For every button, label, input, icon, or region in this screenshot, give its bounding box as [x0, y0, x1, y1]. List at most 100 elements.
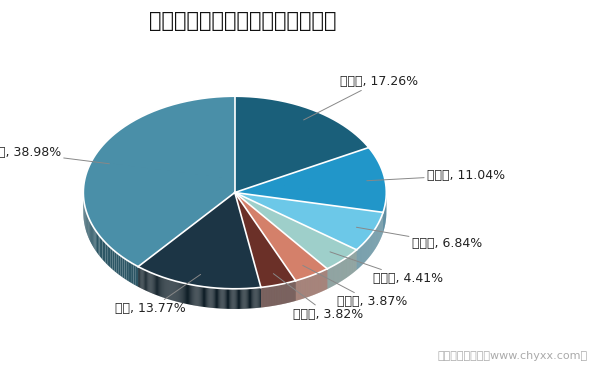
Polygon shape	[154, 274, 155, 294]
Polygon shape	[139, 267, 140, 288]
Polygon shape	[225, 289, 226, 309]
Polygon shape	[138, 267, 139, 287]
Polygon shape	[227, 289, 228, 309]
Polygon shape	[91, 223, 92, 245]
Polygon shape	[88, 217, 89, 240]
Polygon shape	[221, 289, 222, 309]
Polygon shape	[199, 286, 200, 306]
Polygon shape	[97, 232, 98, 254]
Polygon shape	[196, 286, 198, 306]
Polygon shape	[239, 289, 240, 309]
Polygon shape	[214, 288, 215, 308]
Polygon shape	[228, 289, 229, 309]
Polygon shape	[90, 221, 91, 243]
Polygon shape	[182, 283, 183, 303]
Polygon shape	[161, 276, 162, 297]
Polygon shape	[235, 192, 383, 250]
Polygon shape	[179, 282, 180, 302]
Polygon shape	[224, 289, 225, 309]
Polygon shape	[235, 289, 236, 309]
Polygon shape	[253, 288, 255, 308]
Polygon shape	[174, 280, 175, 301]
Polygon shape	[178, 282, 179, 302]
Polygon shape	[105, 243, 107, 265]
Polygon shape	[193, 285, 195, 305]
Text: 中国天然橘胶进口主要收货地分析: 中国天然橘胶进口主要收货地分析	[148, 11, 336, 31]
Polygon shape	[201, 286, 202, 307]
Polygon shape	[98, 234, 99, 256]
Polygon shape	[86, 212, 87, 234]
Polygon shape	[92, 225, 93, 247]
Polygon shape	[249, 288, 250, 308]
Polygon shape	[138, 192, 261, 289]
Polygon shape	[205, 287, 206, 307]
Polygon shape	[163, 277, 164, 298]
Polygon shape	[176, 281, 177, 302]
Polygon shape	[147, 271, 148, 291]
Polygon shape	[244, 289, 245, 309]
Polygon shape	[231, 289, 233, 309]
Polygon shape	[236, 289, 237, 309]
Polygon shape	[229, 289, 230, 309]
Text: 浙江省, 11.04%: 浙江省, 11.04%	[367, 169, 505, 182]
Polygon shape	[145, 270, 146, 291]
Polygon shape	[198, 286, 199, 306]
Polygon shape	[250, 288, 251, 308]
Polygon shape	[156, 275, 157, 295]
Polygon shape	[127, 260, 129, 282]
Text: 江苏省, 4.41%: 江苏省, 4.41%	[330, 252, 444, 285]
Polygon shape	[208, 287, 210, 308]
Polygon shape	[107, 244, 109, 266]
Polygon shape	[186, 284, 187, 304]
Polygon shape	[218, 288, 219, 308]
Polygon shape	[101, 238, 102, 259]
Polygon shape	[165, 278, 167, 299]
Polygon shape	[195, 286, 196, 306]
Polygon shape	[251, 288, 252, 308]
Polygon shape	[143, 269, 144, 290]
Polygon shape	[248, 289, 249, 309]
Polygon shape	[235, 192, 327, 281]
Polygon shape	[162, 277, 163, 297]
Text: 制图：智妆咋询（www.chyxx.com）: 制图：智妆咋询（www.chyxx.com）	[438, 351, 588, 361]
Polygon shape	[211, 288, 213, 308]
Text: 云南省, 17.26%: 云南省, 17.26%	[304, 75, 419, 120]
Polygon shape	[185, 283, 186, 304]
Polygon shape	[104, 241, 105, 263]
Polygon shape	[191, 285, 192, 305]
Polygon shape	[190, 284, 191, 305]
Polygon shape	[131, 263, 133, 284]
Polygon shape	[175, 281, 176, 301]
Polygon shape	[136, 265, 138, 287]
Polygon shape	[113, 250, 115, 271]
Polygon shape	[171, 280, 173, 301]
Polygon shape	[258, 287, 259, 308]
Polygon shape	[109, 246, 111, 268]
Polygon shape	[259, 287, 260, 308]
Polygon shape	[219, 288, 221, 308]
Polygon shape	[168, 279, 170, 300]
Polygon shape	[230, 289, 231, 309]
Polygon shape	[206, 287, 207, 307]
Polygon shape	[256, 288, 258, 308]
Polygon shape	[247, 289, 248, 309]
Polygon shape	[144, 270, 145, 290]
Polygon shape	[121, 255, 122, 277]
Polygon shape	[200, 286, 201, 307]
Polygon shape	[148, 272, 150, 292]
Polygon shape	[124, 258, 127, 280]
Polygon shape	[210, 287, 211, 308]
Text: 上海市, 6.84%: 上海市, 6.84%	[356, 227, 482, 250]
Polygon shape	[140, 268, 141, 288]
Polygon shape	[235, 148, 386, 212]
Polygon shape	[241, 289, 242, 309]
Polygon shape	[217, 288, 218, 308]
Polygon shape	[115, 251, 116, 273]
Polygon shape	[173, 280, 174, 301]
Polygon shape	[150, 272, 152, 293]
Polygon shape	[222, 289, 224, 309]
Polygon shape	[89, 219, 90, 241]
Polygon shape	[180, 282, 181, 302]
Polygon shape	[260, 287, 261, 308]
Polygon shape	[133, 264, 136, 286]
